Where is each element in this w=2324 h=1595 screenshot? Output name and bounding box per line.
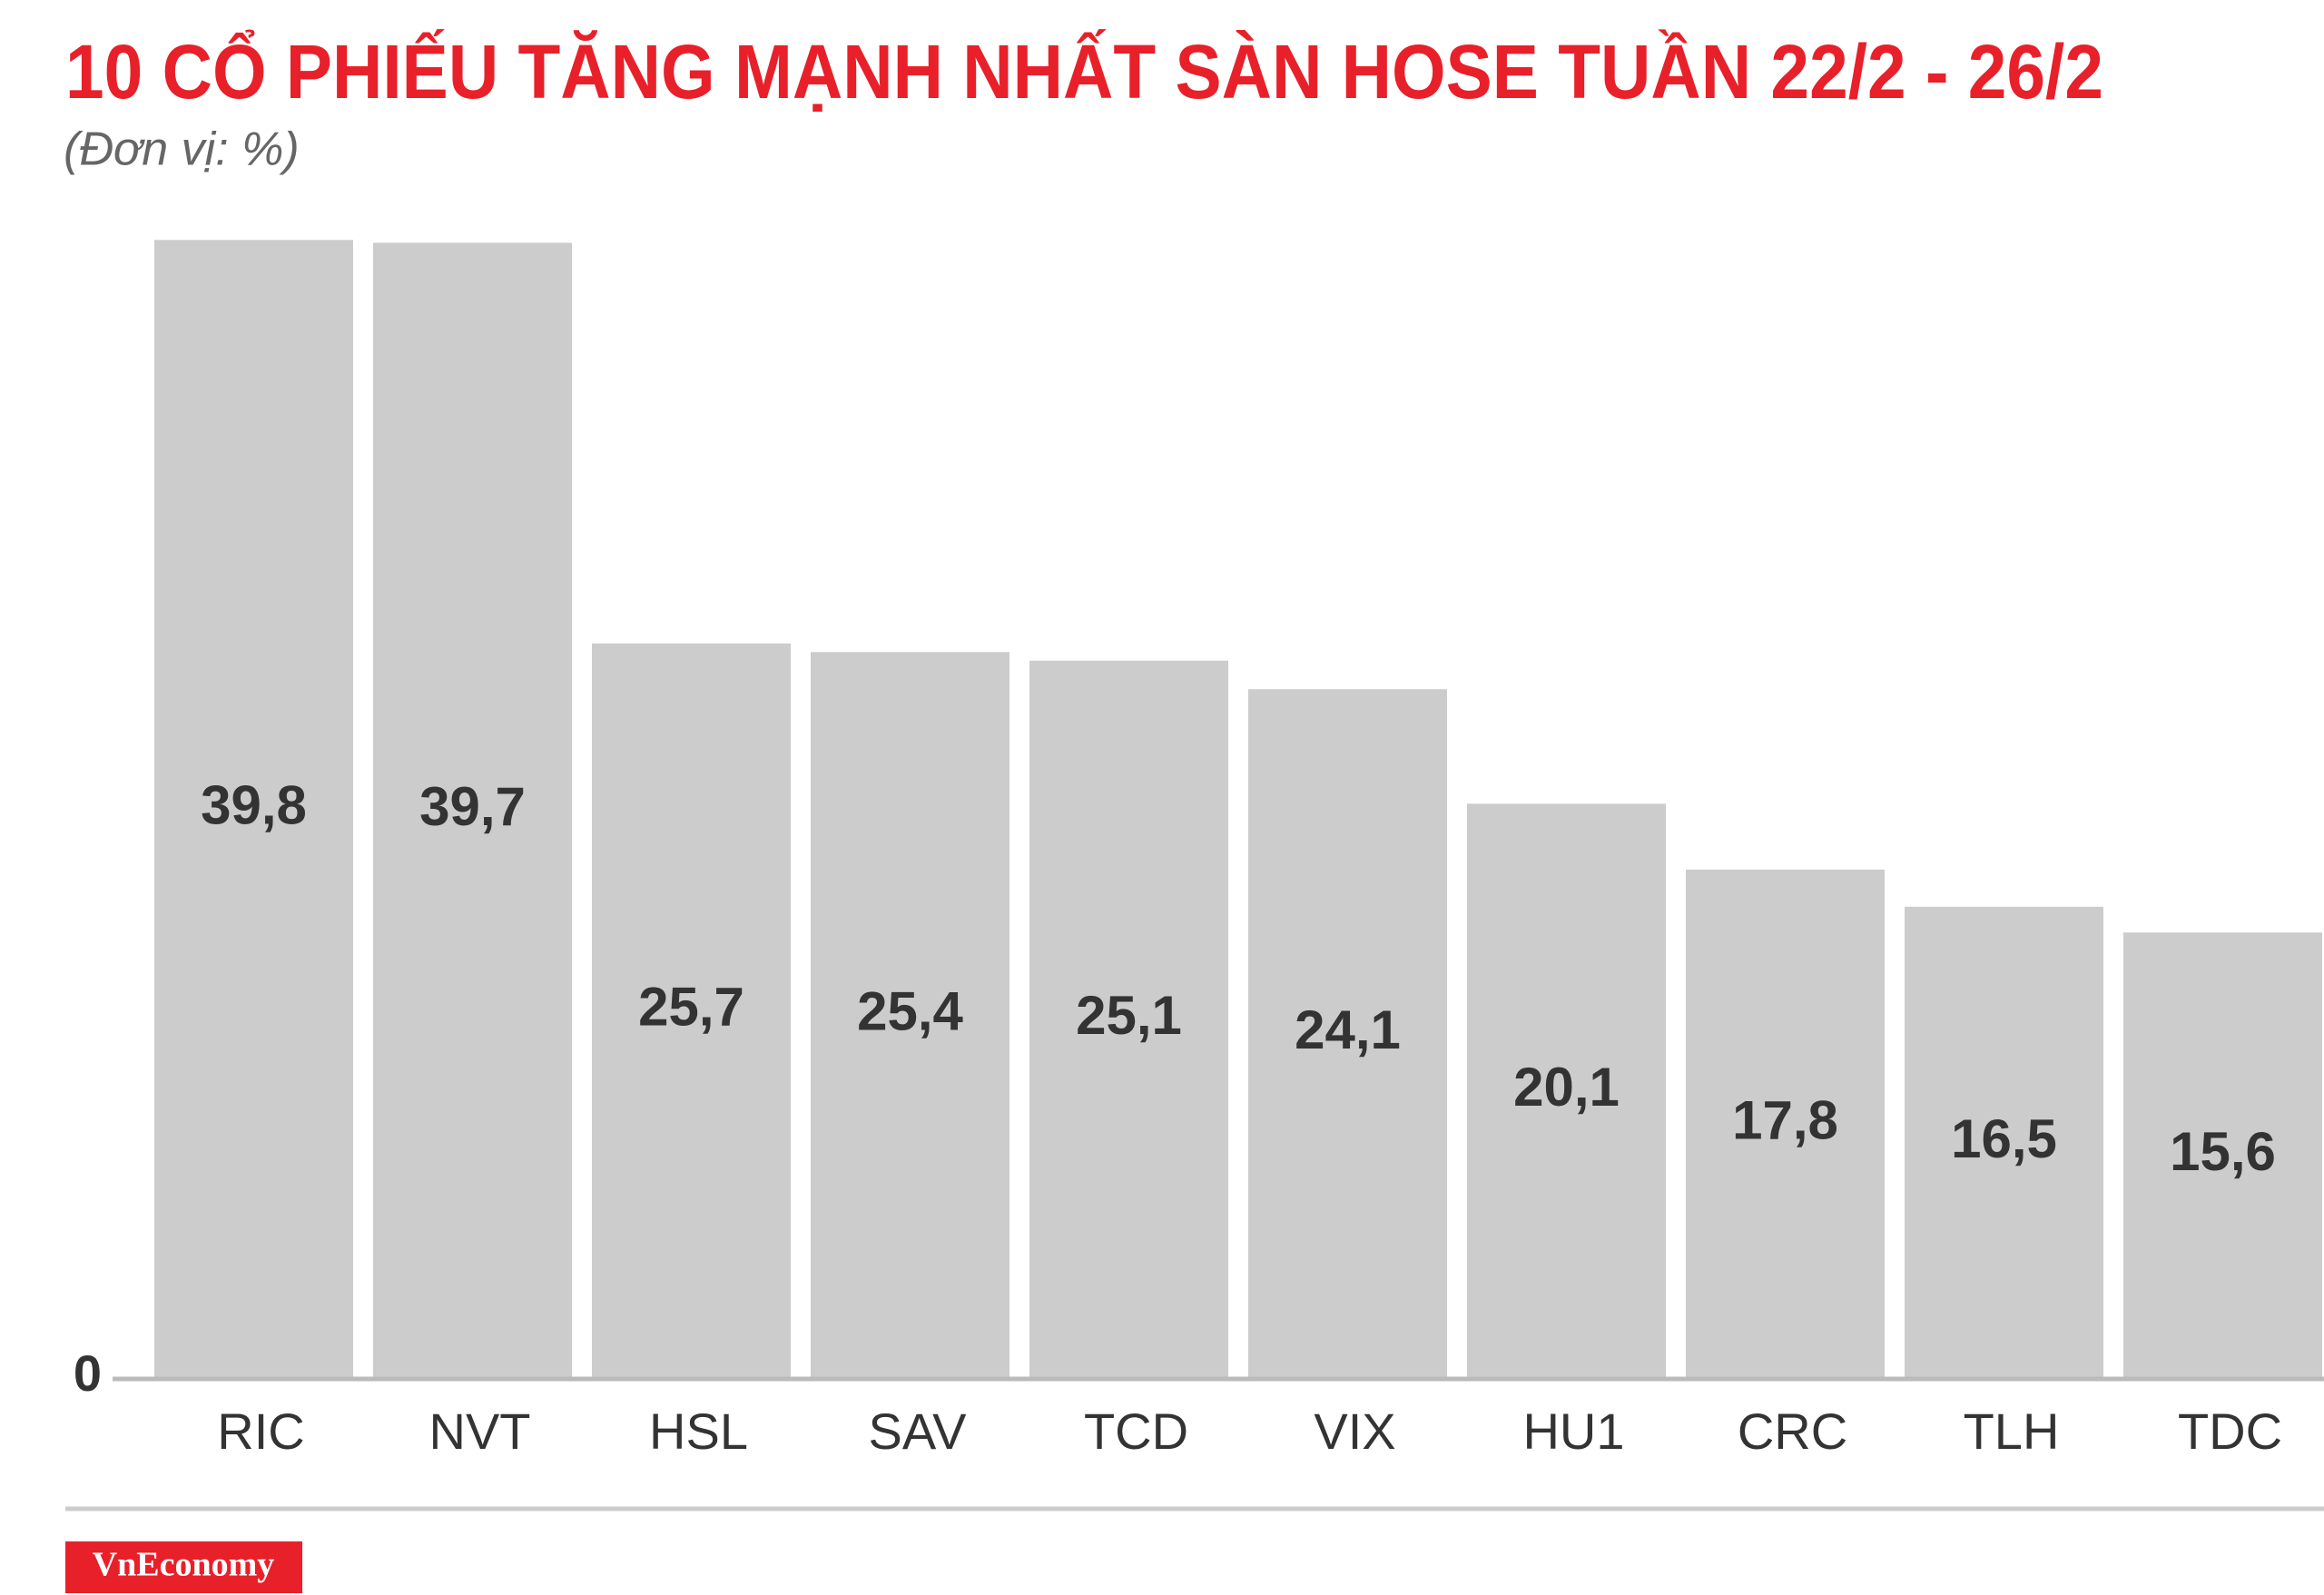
value-label: 16,5: [1951, 1108, 2057, 1169]
x-tick-label: TLH: [1964, 1403, 2060, 1460]
value-label: 20,1: [1513, 1057, 1620, 1117]
value-label: 39,7: [419, 776, 526, 837]
bar: [2123, 932, 2322, 1379]
value-label: 39,8: [201, 774, 307, 835]
x-tick-label: TCD: [1084, 1403, 1188, 1460]
bar: [811, 652, 1009, 1379]
bar: [1248, 689, 1447, 1379]
value-label: 15,6: [2170, 1121, 2276, 1182]
bar: [1905, 906, 2103, 1379]
value-label: 25,4: [857, 980, 963, 1041]
x-tick-label: VIX: [1314, 1403, 1395, 1460]
y-tick-label: 0: [74, 1344, 102, 1402]
value-label: 25,1: [1076, 985, 1182, 1046]
value-label: 17,8: [1732, 1089, 1838, 1150]
x-tick-label: TDC: [2178, 1403, 2282, 1460]
bar: [1467, 803, 1666, 1379]
bar: [373, 242, 572, 1379]
value-label: 25,7: [638, 977, 744, 1038]
chart-subtitle: (Đơn vị: %): [64, 123, 300, 176]
bar: [592, 643, 791, 1379]
bar: [1029, 660, 1228, 1379]
value-label: 24,1: [1295, 999, 1401, 1060]
bar: [154, 240, 353, 1380]
logo: VnEconomy: [93, 1546, 275, 1584]
x-tick-label: CRC: [1738, 1403, 1847, 1460]
x-tick-label: SAV: [869, 1403, 968, 1460]
x-tick-label: HU1: [1522, 1403, 1624, 1460]
bar: [1686, 869, 1885, 1379]
logo-box: [65, 1541, 302, 1593]
x-tick-label: RIC: [217, 1403, 304, 1460]
chart-title: 10 CỔ PHIẾU TĂNG MẠNH NHẤT SÀN HOSE TUẦN…: [65, 29, 2103, 114]
x-tick-label: HSL: [649, 1403, 748, 1460]
x-tick-label: NVT: [429, 1403, 531, 1460]
